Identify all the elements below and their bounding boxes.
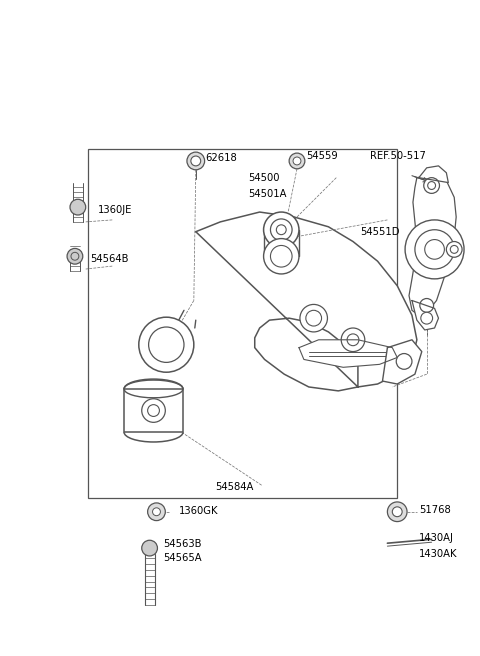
- Text: 54584A: 54584A: [216, 482, 254, 492]
- Circle shape: [420, 298, 433, 312]
- Text: 54501A: 54501A: [248, 190, 287, 199]
- Circle shape: [148, 503, 165, 521]
- Circle shape: [293, 157, 301, 165]
- Polygon shape: [412, 300, 439, 330]
- Circle shape: [405, 220, 464, 279]
- Text: 51768: 51768: [419, 504, 451, 515]
- Text: 54559: 54559: [306, 151, 337, 161]
- Circle shape: [341, 328, 365, 352]
- Text: 54500: 54500: [248, 173, 279, 182]
- Bar: [124, 389, 183, 432]
- Circle shape: [67, 249, 83, 264]
- Circle shape: [70, 199, 86, 215]
- Circle shape: [289, 153, 305, 169]
- Circle shape: [392, 507, 402, 517]
- Bar: [88, 149, 397, 498]
- Circle shape: [421, 312, 432, 324]
- Polygon shape: [409, 174, 456, 316]
- Text: 1360GK: 1360GK: [179, 506, 218, 516]
- Circle shape: [139, 318, 194, 372]
- Circle shape: [191, 156, 201, 166]
- Circle shape: [142, 541, 157, 556]
- Circle shape: [264, 239, 299, 274]
- Circle shape: [300, 304, 327, 332]
- Text: 54565A: 54565A: [163, 553, 202, 563]
- Circle shape: [396, 354, 412, 369]
- Circle shape: [153, 508, 160, 516]
- Polygon shape: [196, 212, 417, 391]
- Circle shape: [446, 241, 462, 257]
- Text: REF.50-517: REF.50-517: [370, 151, 426, 161]
- Circle shape: [264, 212, 299, 247]
- Text: 62618: 62618: [205, 153, 237, 163]
- Text: 54551D: 54551D: [360, 227, 399, 237]
- Circle shape: [424, 178, 440, 194]
- Circle shape: [187, 152, 204, 170]
- Circle shape: [387, 502, 407, 522]
- Polygon shape: [419, 166, 448, 182]
- Polygon shape: [383, 340, 422, 384]
- Text: 1360JE: 1360JE: [97, 205, 132, 215]
- Text: 54563B: 54563B: [163, 539, 202, 549]
- Polygon shape: [299, 340, 397, 367]
- Text: 54564B: 54564B: [91, 255, 129, 264]
- Text: 1430AK: 1430AK: [419, 549, 457, 559]
- Text: 1430AJ: 1430AJ: [419, 533, 454, 543]
